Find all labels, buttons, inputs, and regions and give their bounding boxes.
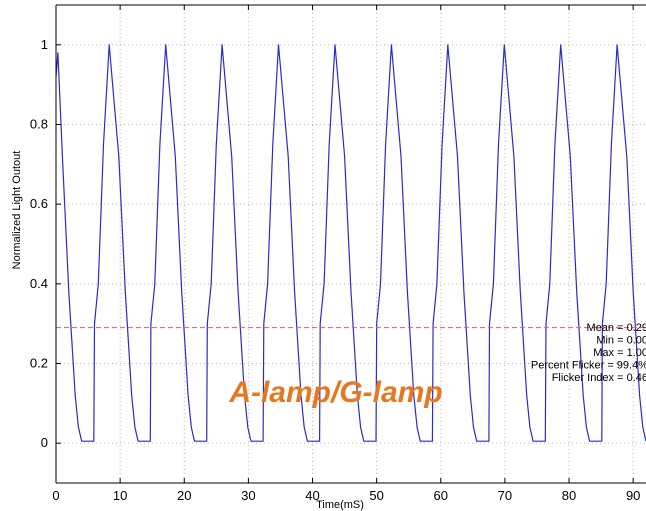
x-tick-label: 30 [241,488,255,503]
y-tick-label: 0.8 [30,117,48,132]
y-axis-title: Normalized Light Outout [11,151,23,270]
x-tick-label: 10 [113,488,127,503]
x-tick-label: 0 [52,488,59,503]
series-line [55,44,646,442]
plot-area [55,44,646,442]
y-tick-label: 0 [41,435,48,450]
x-tick-label: 60 [434,488,448,503]
stat-line: Max = 1.00 [593,347,646,359]
y-tick-label: 1 [41,37,48,52]
stat-line: Flicker Index = 0.46 [552,372,646,384]
y-tick-label: 0.2 [30,356,48,371]
x-tick-label: 20 [177,488,191,503]
x-tick-label: 80 [562,488,576,503]
x-tick-label: 50 [369,488,383,503]
lamp-type-label: A-lamp/G-lamp [228,376,442,409]
stat-line: Percent Flicker = 99.4% [531,360,646,372]
stat-line: Mean = 0.29 [587,322,646,334]
y-tick-label: 0.4 [30,276,48,291]
axes: 0 10 20 30 40 50 60 70 80 90 0 0.2 0.4 0.6 0.8 1 [30,4,646,503]
x-axis-title: Time(mS) [316,499,364,511]
x-tick-label: 70 [498,488,512,503]
y-tick-label: 0.6 [30,196,48,211]
x-tick-label: 40 [305,488,319,503]
stat-line: Min = 0.00 [596,335,646,347]
x-tick-label: 90 [626,488,640,503]
